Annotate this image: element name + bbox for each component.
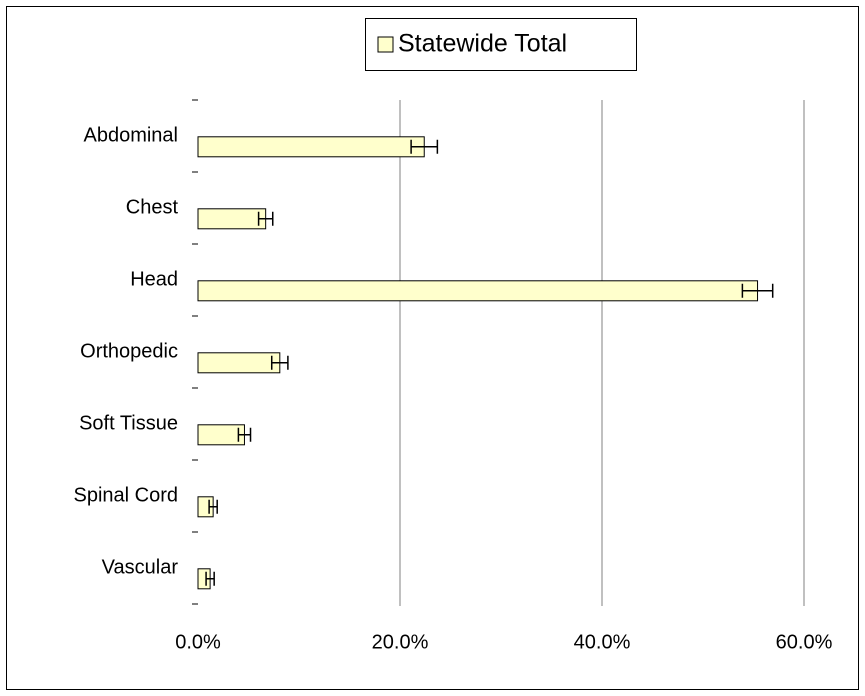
x-tick-label: 40.0% <box>574 631 631 653</box>
error-bar <box>257 211 274 226</box>
error-bar <box>741 283 774 298</box>
legend-box <box>365 18 637 71</box>
bar <box>197 280 759 302</box>
error-bar <box>205 571 215 586</box>
error-bar <box>410 139 439 154</box>
bar <box>197 136 425 158</box>
y-tick-label: Vascular <box>102 556 179 578</box>
error-bar <box>237 427 252 442</box>
x-tick-label: 60.0% <box>776 631 833 653</box>
y-tick-label: Chest <box>126 196 179 218</box>
y-tick-label: Spinal Cord <box>73 484 178 506</box>
bar <box>197 424 245 446</box>
error-bar <box>208 499 218 514</box>
error-bar <box>270 355 289 370</box>
legend-label: Statewide Total <box>398 30 567 58</box>
x-tick-label: 0.0% <box>175 631 221 653</box>
legend-swatch <box>377 36 394 53</box>
y-tick-label: Head <box>130 268 178 290</box>
bar <box>197 352 281 374</box>
bar <box>197 208 267 230</box>
x-tick-label: 20.0% <box>372 631 429 653</box>
y-tick-label: Orthopedic <box>80 340 178 362</box>
y-tick-label: Soft Tissue <box>79 412 178 434</box>
chart-frame <box>6 6 859 690</box>
y-tick-label: Abdominal <box>83 124 178 146</box>
